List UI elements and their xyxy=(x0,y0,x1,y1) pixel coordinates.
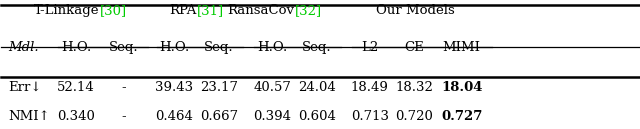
Text: MIMI: MIMI xyxy=(443,41,481,54)
Text: 0.720: 0.720 xyxy=(396,110,433,123)
Text: RPA: RPA xyxy=(170,4,196,17)
Text: 0.340: 0.340 xyxy=(57,110,95,123)
Text: H.O.: H.O. xyxy=(257,41,287,54)
Text: 39.43: 39.43 xyxy=(156,81,193,94)
Text: Seq.: Seq. xyxy=(109,41,138,54)
Text: CE: CE xyxy=(404,41,424,54)
Text: 0.464: 0.464 xyxy=(156,110,193,123)
Text: Err↓: Err↓ xyxy=(8,81,42,94)
Text: 24.04: 24.04 xyxy=(298,81,336,94)
Text: 0.713: 0.713 xyxy=(351,110,389,123)
Text: 40.57: 40.57 xyxy=(253,81,291,94)
Text: Seq.: Seq. xyxy=(302,41,332,54)
Text: Mdl.: Mdl. xyxy=(8,41,39,54)
Text: Seq.: Seq. xyxy=(204,41,234,54)
Text: 18.32: 18.32 xyxy=(396,81,433,94)
Text: RansaCov: RansaCov xyxy=(227,4,294,17)
Text: Our Models: Our Models xyxy=(376,4,455,17)
Text: [31]: [31] xyxy=(196,4,224,17)
Text: 52.14: 52.14 xyxy=(57,81,95,94)
Text: 18.04: 18.04 xyxy=(441,81,483,94)
Text: 0.727: 0.727 xyxy=(441,110,483,123)
Text: [30]: [30] xyxy=(100,4,127,17)
Text: 0.667: 0.667 xyxy=(200,110,238,123)
Text: L2: L2 xyxy=(361,41,378,54)
Text: -: - xyxy=(121,110,125,123)
Text: 0.604: 0.604 xyxy=(298,110,336,123)
Text: 0.394: 0.394 xyxy=(253,110,291,123)
Text: 18.49: 18.49 xyxy=(351,81,388,94)
Text: T-Linkage: T-Linkage xyxy=(34,4,100,17)
Text: -: - xyxy=(121,81,125,94)
Text: H.O.: H.O. xyxy=(159,41,189,54)
Text: NMI↑: NMI↑ xyxy=(8,110,50,123)
Text: H.O.: H.O. xyxy=(61,41,91,54)
Text: 23.17: 23.17 xyxy=(200,81,238,94)
Text: [32]: [32] xyxy=(294,4,321,17)
